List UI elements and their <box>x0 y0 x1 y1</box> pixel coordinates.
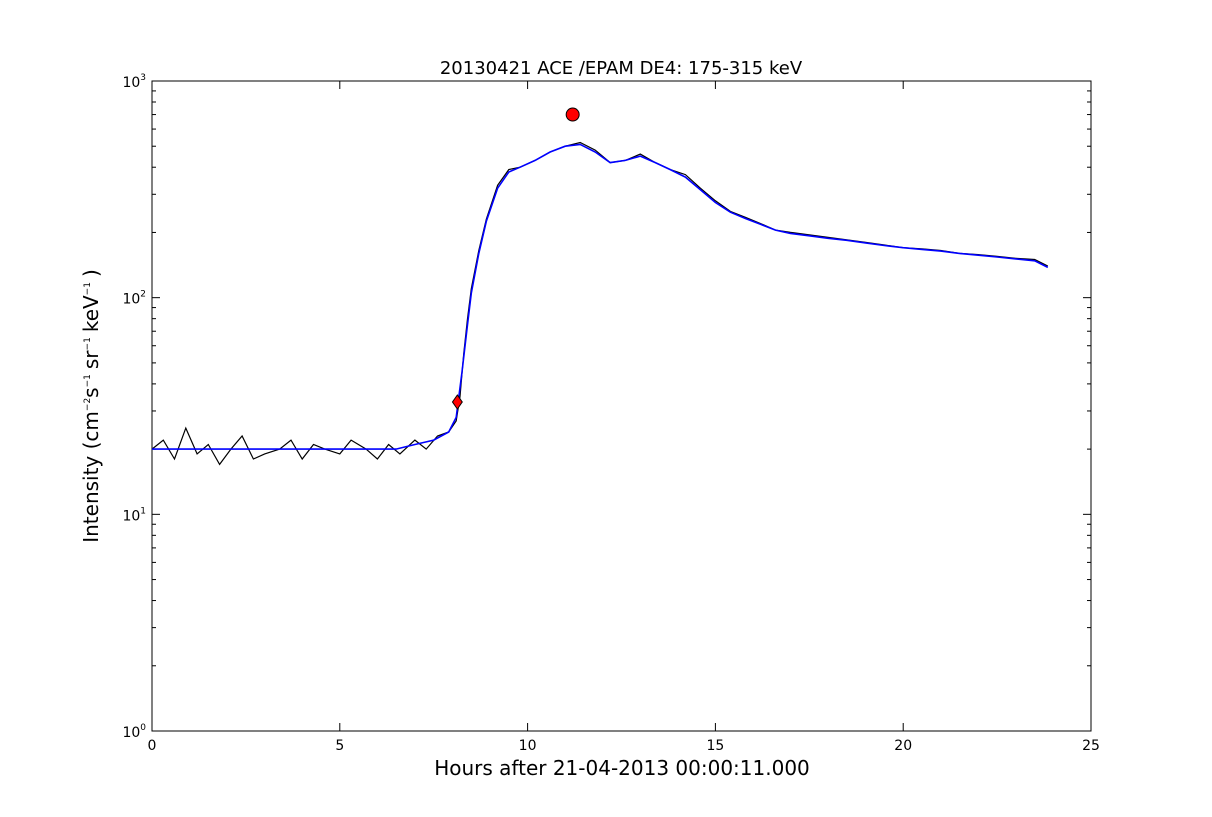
y-axis-label-suffix: ) <box>79 269 103 277</box>
marker-layer <box>451 107 580 410</box>
y-tick-label: 103 <box>122 73 146 91</box>
chart-title: 20130421 ACE /EPAM DE4: 175-315 keV <box>440 58 803 79</box>
onset-marker <box>451 394 463 410</box>
y-axis-ticks: 100 101 102 103 <box>122 73 1091 741</box>
y-axis-label-unit-kev: keV <box>79 295 103 332</box>
y-axis-label-unit-s: s <box>79 387 103 397</box>
series-line-1 <box>152 143 1049 450</box>
y-axis-label-sup2: −1 <box>83 374 93 387</box>
x-tick-label: 15 <box>706 738 724 754</box>
series-layer <box>151 141 1049 466</box>
y-tick-label: 101 <box>122 506 146 524</box>
y-tick-label: 100 <box>122 723 146 741</box>
x-tick-label: 0 <box>148 738 157 754</box>
y-tick-label: 102 <box>122 290 146 308</box>
plot-frame <box>151 80 1092 732</box>
y-axis-label-sup4: −1 <box>83 282 93 295</box>
x-axis-label: Hours after 21-04-2013 00:00:11.000 <box>434 756 810 780</box>
peak-marker <box>565 107 580 122</box>
y-axis-label: Intensity (cm−2s−1sr−1keV−1) <box>79 269 103 543</box>
y-axis-label-sup3: −1 <box>83 337 93 350</box>
x-tick-label: 10 <box>519 738 537 754</box>
y-axis-label-unit-sr: sr <box>79 350 103 369</box>
series-line-0 <box>151 141 1049 466</box>
x-tick-label: 5 <box>335 738 344 754</box>
x-tick-label: 20 <box>894 738 912 754</box>
x-tick-label: 25 <box>1082 738 1100 754</box>
y-axis-label-sup1: −2 <box>83 398 93 411</box>
x-axis-ticks: 0 5 10 15 20 25 <box>148 81 1100 754</box>
y-axis-label-prefix: Intensity (cm <box>79 411 103 543</box>
